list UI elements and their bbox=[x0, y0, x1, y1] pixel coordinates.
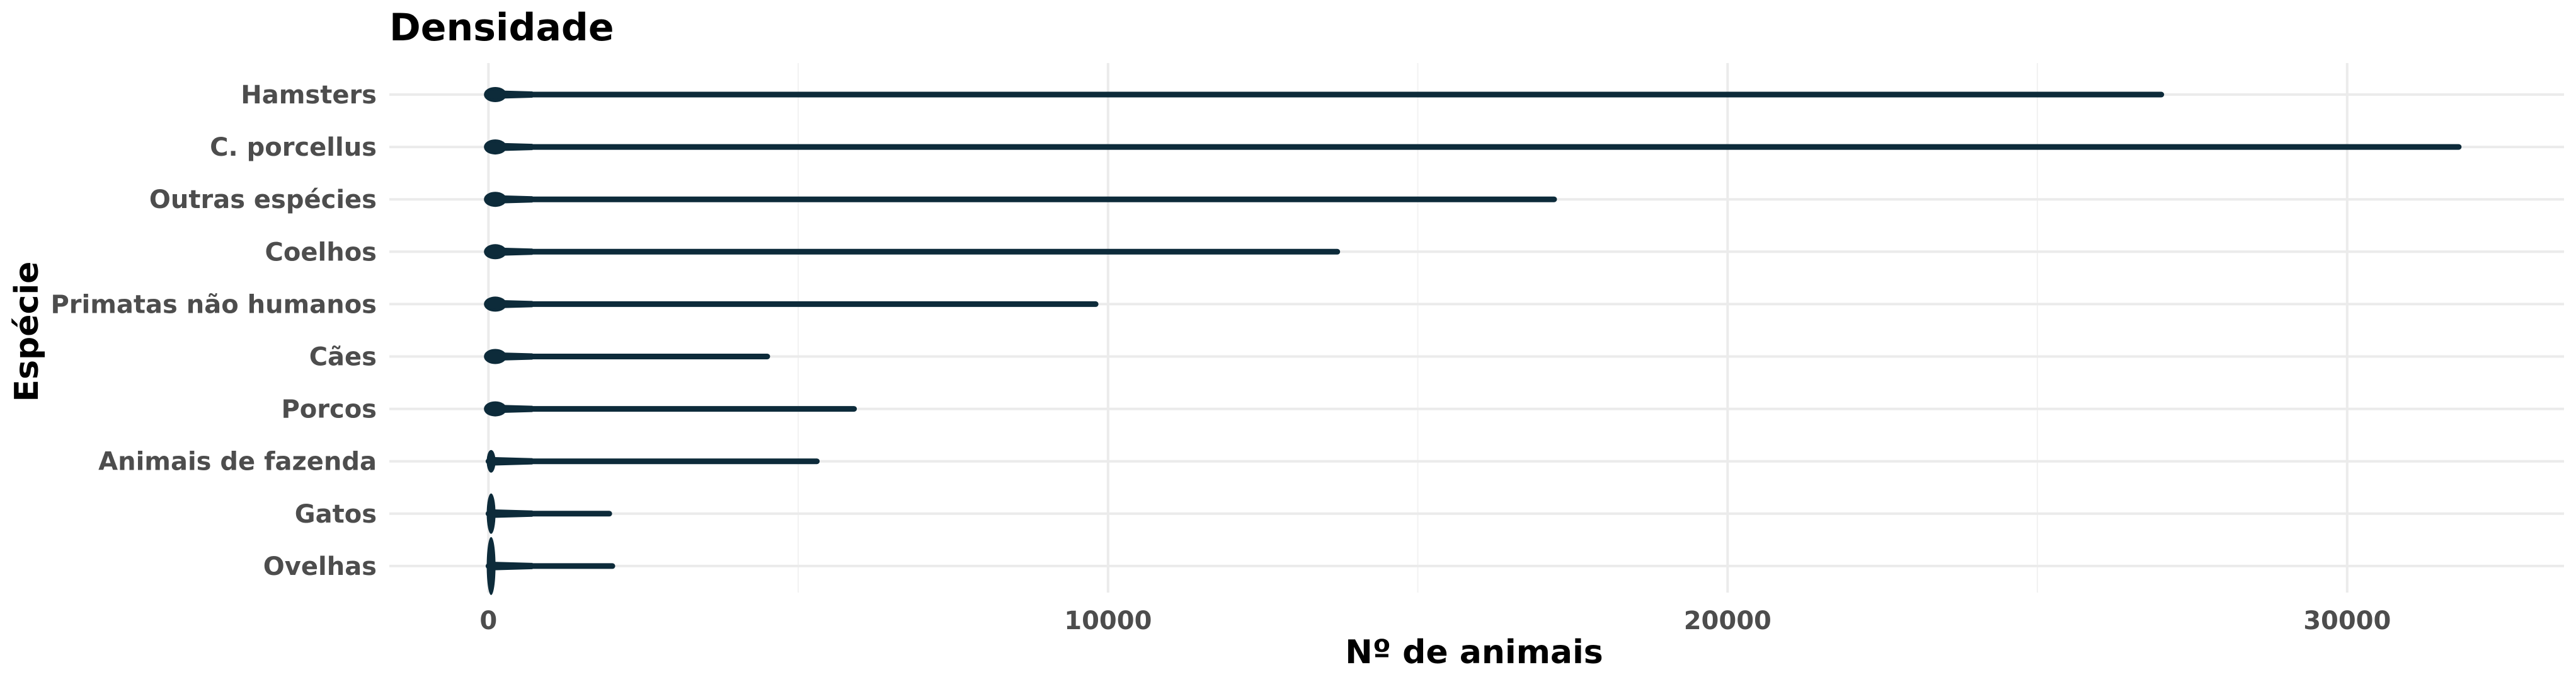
y-axis-tick-labels: Hamsters C. porcellus Outras espécies Coelh… bbox=[50, 81, 377, 581]
y-tick-label: Coelhos bbox=[265, 238, 377, 267]
y-tick-label: Gatos bbox=[295, 500, 377, 529]
y-axis-label: Espécie bbox=[8, 262, 46, 402]
violin-hamsters bbox=[484, 87, 2165, 102]
violin-outras-esp-cies bbox=[484, 192, 1557, 207]
chart-title: Densidade bbox=[389, 6, 614, 50]
y-tick-label: Animais de fazenda bbox=[98, 448, 377, 477]
x-tick-label: 30000 bbox=[2303, 606, 2391, 635]
violin-shoulder bbox=[488, 561, 533, 571]
y-tick-label: C. porcellus bbox=[210, 133, 377, 162]
violin-shoulder bbox=[488, 90, 533, 99]
violin-marks bbox=[484, 87, 2462, 595]
y-tick-label: Outras espécies bbox=[149, 185, 377, 214]
y-tick-label: Hamsters bbox=[241, 81, 377, 110]
x-tick-label: 10000 bbox=[1064, 606, 1152, 635]
violin-animais-de-fazenda bbox=[485, 449, 820, 473]
x-tick-label: 0 bbox=[479, 606, 497, 635]
violin-shoulder bbox=[488, 456, 533, 466]
y-tick-label: Porcos bbox=[281, 395, 377, 424]
violin-shoulder bbox=[488, 299, 533, 309]
y-tick-label: Ovelhas bbox=[263, 552, 377, 581]
violin-gatos bbox=[485, 493, 612, 534]
violin-ovelhas bbox=[485, 536, 615, 595]
violin-primatas-n-o-humanos bbox=[484, 296, 1099, 312]
violin-coelhos bbox=[484, 244, 1341, 260]
violin-shoulder bbox=[488, 195, 533, 204]
grid-lines bbox=[389, 63, 2564, 593]
x-tick-label: 20000 bbox=[1684, 606, 1772, 635]
violin-shoulder bbox=[488, 509, 533, 518]
violin-c-es bbox=[484, 349, 770, 364]
violin-shoulder bbox=[488, 404, 533, 414]
violin-shoulder bbox=[488, 352, 533, 361]
violin-shoulder bbox=[488, 142, 533, 152]
y-tick-label: Cães bbox=[309, 343, 377, 372]
violin-c-porcellus bbox=[484, 139, 2462, 155]
violin-porcos bbox=[484, 401, 857, 417]
x-axis-label: Nº de animais bbox=[1345, 634, 1603, 671]
y-tick-label: Primatas não humanos bbox=[50, 290, 377, 319]
x-axis-tick-labels: 0 10000 20000 30000 bbox=[479, 606, 2391, 635]
violin-shoulder bbox=[488, 247, 533, 257]
